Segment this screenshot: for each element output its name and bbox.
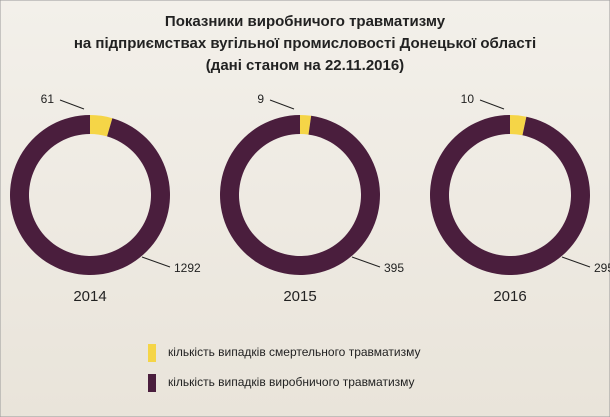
donut-slice <box>510 115 527 136</box>
leader-line <box>141 256 171 268</box>
value-label: 9 <box>257 92 264 106</box>
leader-line <box>269 99 295 110</box>
legend-swatch <box>148 344 156 362</box>
value-label: 10 <box>461 92 475 106</box>
legend-label: кількість випадків виробничого травматиз… <box>168 375 415 389</box>
leader-line <box>479 99 505 110</box>
value-label: 61 <box>41 92 55 106</box>
legend-swatch <box>148 374 156 392</box>
legend-label: кількість випадків смертельного травмати… <box>168 345 421 359</box>
chart-subtitle: (дані станом на 22.11.2016) <box>206 57 404 74</box>
leader-line <box>351 256 381 268</box>
value-label: 295 <box>594 261 610 275</box>
leader-line <box>561 256 591 268</box>
year-label: 2016 <box>493 288 526 305</box>
year-label: 2014 <box>73 288 106 305</box>
donut-slice <box>300 115 312 135</box>
chart-title: Показники виробничого травматизму <box>165 13 446 30</box>
value-label: 1292 <box>174 261 201 275</box>
year-label: 2015 <box>283 288 316 305</box>
chart-title: на підприємствах вугільної промисловості… <box>74 35 536 52</box>
leader-line <box>59 99 85 110</box>
value-label: 395 <box>384 261 404 275</box>
donut-slice <box>90 115 113 137</box>
